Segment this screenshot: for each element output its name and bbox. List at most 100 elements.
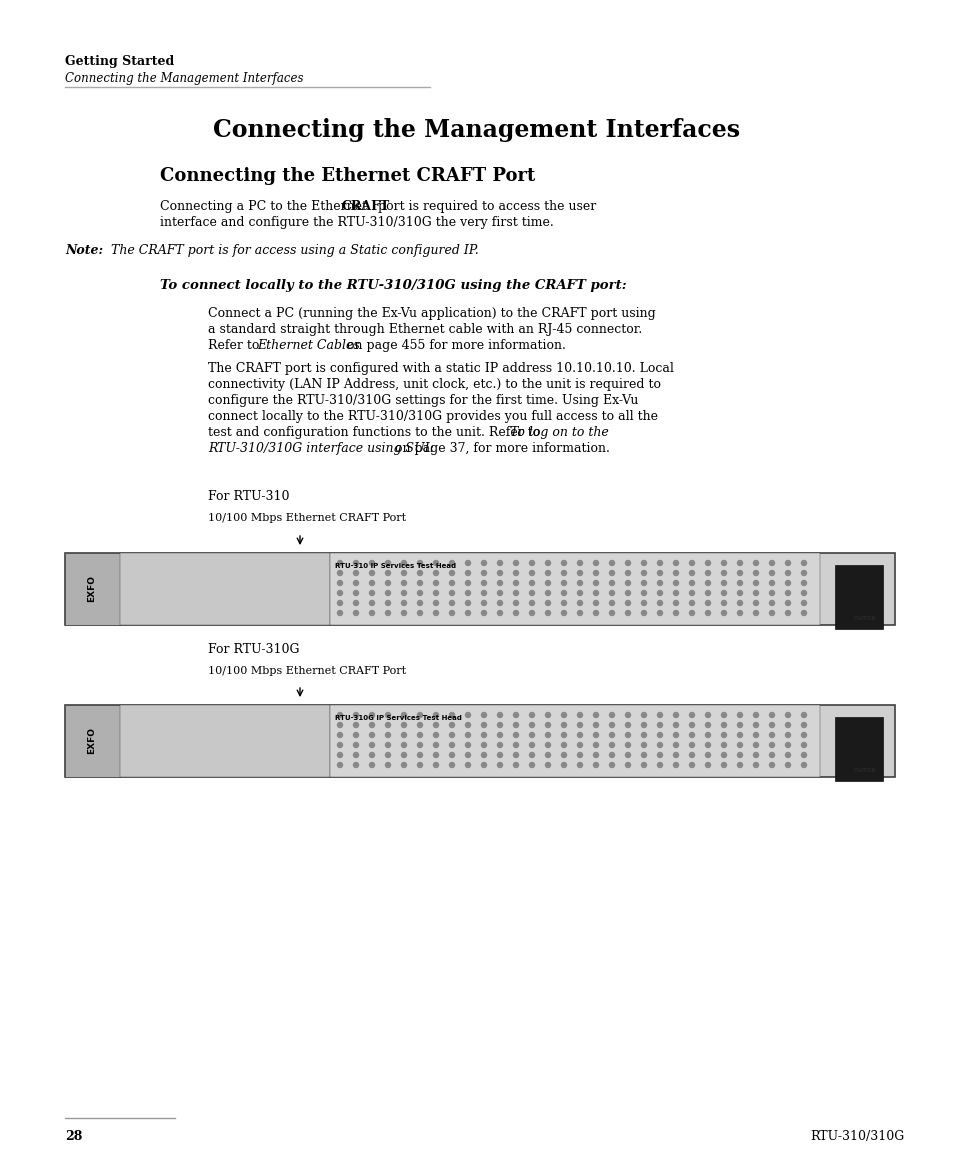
Circle shape	[417, 722, 422, 728]
Circle shape	[640, 561, 646, 566]
Circle shape	[481, 752, 486, 758]
Circle shape	[481, 561, 486, 566]
Circle shape	[545, 581, 550, 585]
Circle shape	[705, 590, 710, 596]
Circle shape	[577, 752, 582, 758]
Circle shape	[657, 570, 661, 576]
Circle shape	[737, 600, 741, 605]
Text: Connecting the Management Interfaces: Connecting the Management Interfaces	[213, 118, 740, 143]
Circle shape	[784, 611, 790, 615]
Circle shape	[465, 561, 470, 566]
Circle shape	[769, 743, 774, 748]
Circle shape	[481, 600, 486, 605]
Text: CAUTION: CAUTION	[853, 615, 875, 621]
Circle shape	[737, 581, 741, 585]
Circle shape	[689, 581, 694, 585]
Circle shape	[784, 743, 790, 748]
Circle shape	[769, 570, 774, 576]
Circle shape	[720, 763, 726, 767]
Text: 10/100 Mbps Ethernet CRAFT Port: 10/100 Mbps Ethernet CRAFT Port	[208, 513, 406, 523]
FancyBboxPatch shape	[65, 553, 894, 625]
Circle shape	[465, 611, 470, 615]
Text: CAUTION: CAUTION	[853, 768, 875, 773]
Circle shape	[625, 581, 630, 585]
Circle shape	[369, 713, 375, 717]
Circle shape	[401, 611, 406, 615]
Text: on page 455 for more information.: on page 455 for more information.	[343, 338, 565, 352]
Circle shape	[433, 722, 438, 728]
Circle shape	[689, 732, 694, 737]
Circle shape	[513, 713, 518, 717]
Circle shape	[753, 763, 758, 767]
Circle shape	[720, 581, 726, 585]
Text: Connecting a PC to the Ethernet: Connecting a PC to the Ethernet	[160, 201, 371, 213]
Circle shape	[705, 743, 710, 748]
Circle shape	[769, 590, 774, 596]
Circle shape	[705, 570, 710, 576]
Circle shape	[753, 561, 758, 566]
Circle shape	[449, 722, 454, 728]
Circle shape	[337, 561, 342, 566]
Circle shape	[609, 763, 614, 767]
Circle shape	[625, 732, 630, 737]
Circle shape	[705, 713, 710, 717]
Circle shape	[369, 581, 375, 585]
Circle shape	[354, 611, 358, 615]
Circle shape	[801, 732, 805, 737]
Circle shape	[753, 743, 758, 748]
Circle shape	[753, 722, 758, 728]
Circle shape	[593, 713, 598, 717]
Circle shape	[673, 743, 678, 748]
Circle shape	[577, 713, 582, 717]
Circle shape	[657, 600, 661, 605]
Circle shape	[784, 581, 790, 585]
Text: To log on to the: To log on to the	[510, 427, 608, 439]
Circle shape	[497, 561, 502, 566]
Circle shape	[513, 732, 518, 737]
Circle shape	[657, 763, 661, 767]
Circle shape	[784, 561, 790, 566]
Circle shape	[337, 722, 342, 728]
Circle shape	[497, 600, 502, 605]
Circle shape	[784, 752, 790, 758]
Text: For RTU-310: For RTU-310	[208, 490, 289, 503]
Circle shape	[481, 763, 486, 767]
Circle shape	[593, 722, 598, 728]
Circle shape	[561, 581, 566, 585]
Circle shape	[657, 713, 661, 717]
Circle shape	[673, 581, 678, 585]
Circle shape	[354, 600, 358, 605]
Circle shape	[401, 743, 406, 748]
Circle shape	[673, 752, 678, 758]
Circle shape	[561, 590, 566, 596]
Circle shape	[401, 570, 406, 576]
Circle shape	[689, 752, 694, 758]
Circle shape	[369, 590, 375, 596]
Circle shape	[784, 570, 790, 576]
Circle shape	[545, 713, 550, 717]
Circle shape	[385, 561, 390, 566]
Text: RTU-310 IP Services Test Head: RTU-310 IP Services Test Head	[335, 563, 456, 569]
FancyBboxPatch shape	[330, 553, 820, 625]
Circle shape	[354, 570, 358, 576]
Text: 10/100 Mbps Ethernet CRAFT Port: 10/100 Mbps Ethernet CRAFT Port	[208, 666, 406, 676]
Circle shape	[753, 713, 758, 717]
Circle shape	[609, 722, 614, 728]
Circle shape	[657, 752, 661, 758]
Circle shape	[481, 570, 486, 576]
Circle shape	[513, 743, 518, 748]
Circle shape	[449, 732, 454, 737]
Circle shape	[369, 570, 375, 576]
Circle shape	[481, 581, 486, 585]
Circle shape	[640, 581, 646, 585]
Text: Connect a PC (running the Ex-Vu application) to the CRAFT port using: Connect a PC (running the Ex-Vu applicat…	[208, 307, 655, 320]
Circle shape	[433, 561, 438, 566]
Circle shape	[465, 600, 470, 605]
Circle shape	[720, 722, 726, 728]
Circle shape	[417, 752, 422, 758]
Circle shape	[433, 732, 438, 737]
Circle shape	[337, 611, 342, 615]
Circle shape	[354, 581, 358, 585]
Circle shape	[465, 570, 470, 576]
Circle shape	[737, 590, 741, 596]
